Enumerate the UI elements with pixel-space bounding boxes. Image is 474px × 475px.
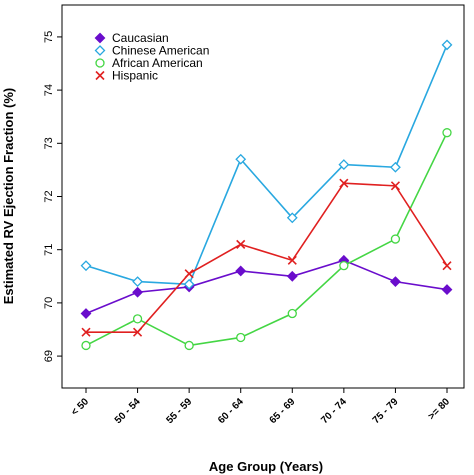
x-tick-label: 70 - 74 [319,396,349,426]
data-point [390,276,401,288]
y-tick-label: 70 [43,297,55,309]
data-point [338,159,350,171]
data-point [442,128,452,138]
data-point [390,181,400,191]
data-point [184,269,194,279]
data-point [236,332,246,343]
data-point [80,260,92,272]
x-tick-label: 50 - 54 [113,396,143,426]
legend-marker [95,70,105,81]
series-line [85,44,448,286]
series-hispanic [81,178,452,337]
y-tick-label: 69 [43,350,55,362]
data-point [133,327,143,337]
data-point [80,308,92,319]
x-tick-label: 75 - 79 [371,396,401,426]
data-point [441,284,453,296]
y-tick-label: 75 [43,31,55,43]
x-axis-title: Age Group (Years) [209,459,323,474]
data-point [236,239,246,249]
series-line [86,182,448,333]
data-point [286,212,298,224]
x-tick-label: < 50 [69,396,91,418]
series-african-american [81,128,452,351]
data-point [81,327,91,337]
series-layer [80,39,453,351]
data-point [132,314,143,324]
legend-item: Chinese American [94,44,209,58]
legend-marker [94,45,106,56]
legend-label: African American [112,56,203,70]
data-point [339,261,349,271]
legend-marker [95,58,105,68]
x-tick-label: 65 - 69 [268,396,298,426]
y-tick-label: 71 [43,244,55,256]
legend-label: Chinese American [112,44,209,58]
data-point [132,286,143,298]
legend-item: Caucasian [94,31,169,45]
y-tick-label: 74 [43,84,55,96]
data-point [442,261,452,271]
legend-item: African American [95,56,203,70]
data-point [287,308,297,319]
legend-label: Caucasian [112,31,169,45]
data-point [441,39,453,51]
data-point [235,153,247,165]
series-line [85,259,448,315]
series-chinese-american [80,39,453,290]
legend-marker [94,32,106,44]
x-tick-label: >= 80 [426,396,452,422]
x-axis: < 50 50 - 54 55 - 59 60 - 64 65 - 69 70 - 74 7… [69,388,452,426]
y-axis-title: Estimated RV Ejection Fraction (%) [1,88,16,304]
data-point [286,270,298,282]
data-point [287,255,297,265]
x-tick-label: 60 - 64 [216,396,246,426]
x-tick-label: 55 - 59 [164,396,194,426]
y-axis: 69 70 71 72 73 74 75 [43,31,62,362]
data-point [339,178,349,188]
y-tick-label: 72 [43,190,55,202]
data-point [132,276,143,288]
series-caucasian [80,254,453,319]
data-point [235,265,247,277]
data-point [183,278,195,290]
legend-item: Hispanic [95,69,158,83]
legend-label: Hispanic [112,69,158,83]
data-point [390,234,401,244]
data-point [390,161,401,173]
data-point [184,340,194,351]
data-point [81,340,91,351]
y-tick-label: 73 [43,137,55,149]
